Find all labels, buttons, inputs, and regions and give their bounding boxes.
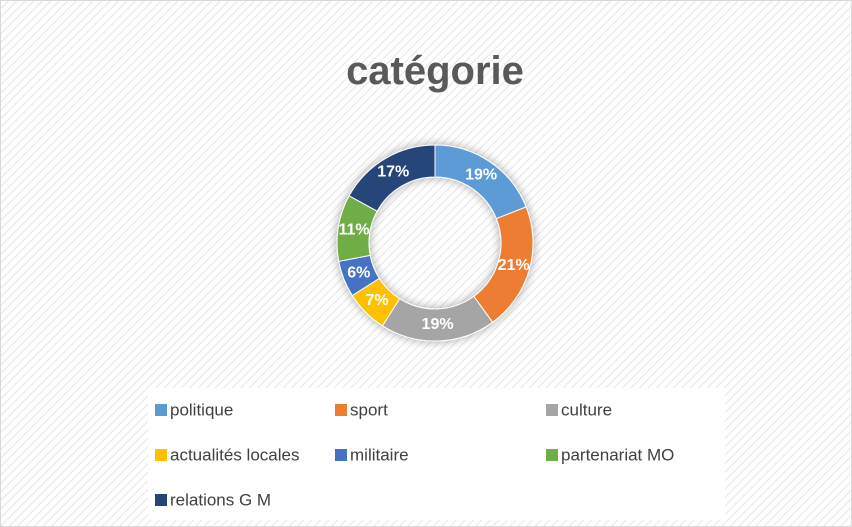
data-label: 19%: [465, 166, 497, 183]
legend-swatch: [155, 494, 167, 506]
legend-swatch: [335, 449, 347, 461]
legend-label: politique: [170, 400, 233, 419]
legend-label: militaire: [350, 445, 409, 464]
legend-label: partenariat MO: [561, 445, 674, 464]
data-label: 21%: [498, 257, 530, 274]
data-label: 19%: [422, 316, 454, 333]
data-label: 6%: [347, 264, 370, 281]
legend-label: culture: [561, 400, 612, 419]
legend-swatch: [155, 449, 167, 461]
chart-title: catégorie: [346, 49, 524, 93]
legend-swatch: [155, 404, 167, 416]
legend-label: actualités locales: [170, 445, 299, 464]
data-label: 11%: [338, 221, 369, 238]
data-label: 7%: [365, 292, 388, 309]
legend-label: relations G M: [170, 490, 271, 509]
legend-swatch: [546, 449, 558, 461]
data-label: 17%: [377, 164, 409, 181]
legend-label: sport: [350, 400, 388, 419]
legend-swatch: [335, 404, 347, 416]
legend-swatch: [546, 404, 558, 416]
donut: [336, 144, 534, 342]
legend-box: [148, 388, 725, 520]
donut-slice: [348, 144, 436, 212]
